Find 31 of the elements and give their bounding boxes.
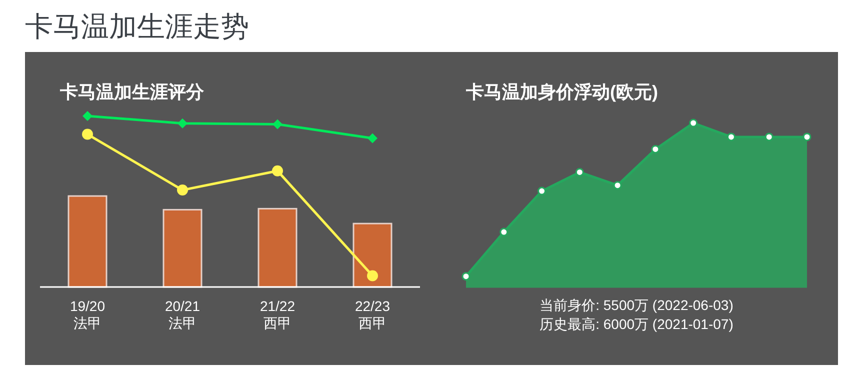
point [368,133,378,144]
point [651,144,660,154]
point [82,111,92,121]
point [177,184,188,196]
point [575,168,584,176]
point [500,228,508,236]
x-tick-label: 19/20 法甲 [70,298,106,331]
point [462,272,470,281]
point [538,186,546,196]
point [764,132,774,142]
point [367,270,378,282]
point [613,181,622,190]
bar [352,222,392,288]
bar [68,195,108,288]
bar [162,208,202,288]
bar [258,208,298,288]
page-title: 卡马温加生涯走势 [25,11,249,42]
point [272,165,283,176]
point [726,132,736,142]
x-tick-label: 20/21 法甲 [164,298,200,331]
point [689,118,698,128]
chart-title: 卡马温加身价浮动(欧元) [465,82,658,102]
point [178,118,188,128]
text: 历史最高: 6000万 (2021-01-07) [540,316,734,332]
point [802,132,812,142]
text: 当前身价: 5500万 (2022-06-03) [540,297,734,313]
point [272,119,282,130]
x-tick-label: 21/22 西甲 [260,298,296,331]
chart-subtitle: 卡马温加生涯评分 [59,82,205,102]
point [82,128,93,140]
x-tick-label: 22/23 西甲 [354,298,390,331]
